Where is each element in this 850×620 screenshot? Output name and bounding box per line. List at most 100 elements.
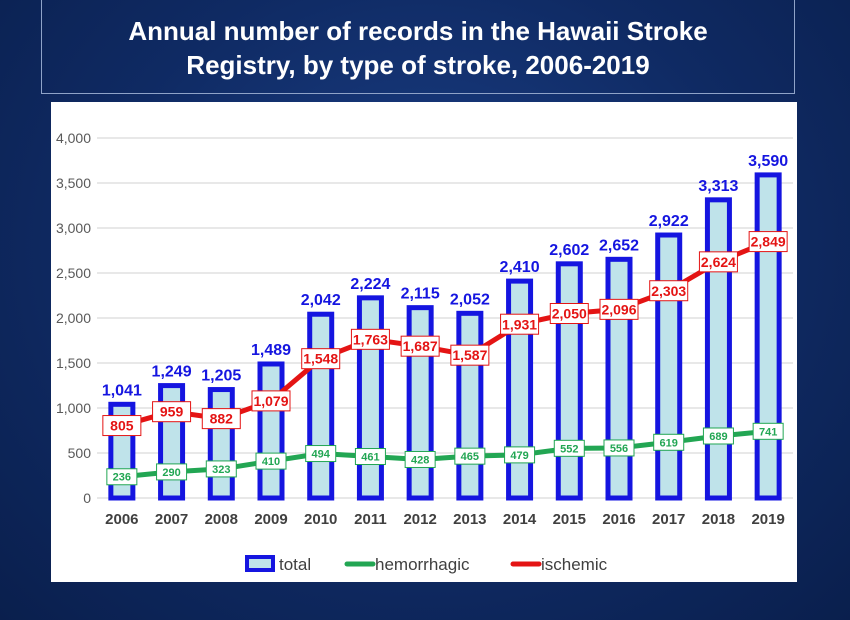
data-label-ischemic-box bbox=[201, 408, 241, 430]
data-label-hemorrhagic-box bbox=[603, 439, 635, 457]
y-tick-label: 2,500 bbox=[56, 265, 91, 281]
x-tick-label: 2019 bbox=[751, 511, 784, 528]
data-label-ischemic-box bbox=[599, 298, 639, 320]
x-tick-label: 2015 bbox=[553, 511, 586, 528]
bar-total bbox=[456, 310, 484, 501]
data-label-total: 1,205 bbox=[201, 368, 241, 385]
bar-total bbox=[506, 278, 534, 501]
data-label-hemorrhagic-box bbox=[553, 439, 585, 457]
data-label-ischemic-box bbox=[698, 251, 738, 273]
data-label-hemorrhagic: 619 bbox=[660, 437, 678, 449]
data-label-hemorrhagic-box bbox=[454, 447, 486, 465]
y-tick-label: 1,500 bbox=[56, 355, 91, 371]
chart-title: Annual number of records in the Hawaii S… bbox=[128, 15, 708, 80]
data-label-ischemic: 1,587 bbox=[452, 347, 487, 363]
data-label-hemorrhagic: 689 bbox=[709, 431, 727, 443]
y-tick-label: 1,000 bbox=[56, 400, 91, 416]
title-frame: Annual number of records in the Hawaii S… bbox=[41, 0, 795, 94]
x-tick-label: 2011 bbox=[354, 511, 387, 528]
bar-total bbox=[307, 311, 335, 501]
data-label-hemorrhagic: 290 bbox=[162, 467, 180, 479]
data-label-hemorrhagic: 552 bbox=[560, 443, 578, 455]
data-label-hemorrhagic-box bbox=[653, 433, 685, 451]
y-tick-label: 4,000 bbox=[56, 130, 91, 146]
data-label-hemorrhagic: 323 bbox=[212, 464, 230, 476]
data-label-hemorrhagic: 461 bbox=[361, 451, 379, 463]
data-label-hemorrhagic-box bbox=[504, 446, 536, 464]
data-label-ischemic-box bbox=[152, 401, 192, 423]
x-tick-label: 2010 bbox=[304, 511, 337, 528]
data-label-hemorrhagic-box bbox=[205, 460, 237, 478]
legend-label-hemorrhagic: hemorrhagic bbox=[375, 555, 470, 574]
data-label-hemorrhagic: 465 bbox=[461, 451, 479, 463]
data-label-ischemic-box bbox=[549, 303, 589, 324]
data-label-total: 2,652 bbox=[599, 237, 639, 254]
data-label-total: 1,489 bbox=[251, 342, 291, 359]
data-label-ischemic-box bbox=[400, 335, 440, 357]
data-label-ischemic-box bbox=[350, 328, 390, 350]
x-tick-label: 2012 bbox=[403, 511, 436, 528]
legend-label-ischemic: ischemic bbox=[541, 555, 608, 574]
bar-total bbox=[754, 172, 782, 501]
legend-label-total: total bbox=[279, 555, 311, 574]
data-label-ischemic: 1,931 bbox=[502, 316, 537, 332]
data-label-hemorrhagic-box bbox=[255, 452, 287, 470]
data-label-ischemic-box bbox=[450, 344, 490, 366]
data-label-hemorrhagic-box bbox=[354, 448, 386, 466]
data-label-ischemic: 959 bbox=[160, 404, 184, 420]
data-label-ischemic: 805 bbox=[110, 418, 134, 434]
x-tick-label: 2017 bbox=[652, 511, 685, 528]
data-label-hemorrhagic: 741 bbox=[759, 426, 777, 438]
y-tick-label: 3,500 bbox=[56, 175, 91, 191]
bar-total bbox=[257, 361, 285, 501]
x-tick-label: 2014 bbox=[503, 511, 537, 528]
data-label-ischemic: 1,687 bbox=[403, 338, 438, 354]
data-label-ischemic-box bbox=[301, 348, 341, 370]
data-label-ischemic: 2,303 bbox=[651, 283, 686, 299]
data-label-ischemic: 2,849 bbox=[751, 234, 786, 250]
bar-total bbox=[356, 295, 384, 501]
data-label-total: 2,410 bbox=[500, 259, 540, 276]
x-tick-label: 2008 bbox=[205, 511, 238, 528]
data-label-hemorrhagic: 236 bbox=[113, 472, 131, 484]
data-label-hemorrhagic-box bbox=[156, 463, 188, 481]
data-label-ischemic-box bbox=[102, 415, 142, 437]
y-tick-label: 2,000 bbox=[56, 310, 91, 326]
data-label-total: 1,249 bbox=[152, 364, 192, 381]
x-tick-label: 2018 bbox=[702, 511, 735, 528]
data-label-total: 2,052 bbox=[450, 291, 490, 308]
x-tick-label: 2006 bbox=[105, 511, 138, 528]
data-label-hemorrhagic: 556 bbox=[610, 443, 628, 455]
data-label-hemorrhagic-box bbox=[305, 445, 337, 463]
x-tick-label: 2016 bbox=[602, 511, 635, 528]
data-label-total: 3,590 bbox=[748, 153, 788, 170]
data-label-ischemic-box bbox=[649, 280, 689, 302]
data-label-hemorrhagic: 494 bbox=[312, 449, 331, 461]
data-label-hemorrhagic-box bbox=[106, 468, 138, 486]
bar-total bbox=[605, 256, 633, 501]
x-tick-label: 2013 bbox=[453, 511, 486, 528]
x-tick-label: 2007 bbox=[155, 511, 188, 528]
data-label-hemorrhagic-box bbox=[702, 427, 734, 445]
data-label-total: 1,041 bbox=[102, 382, 142, 399]
data-label-hemorrhagic-box bbox=[404, 450, 436, 468]
bar-total bbox=[655, 232, 683, 501]
bar-total bbox=[207, 387, 235, 501]
data-label-hemorrhagic: 410 bbox=[262, 456, 280, 468]
y-tick-label: 3,000 bbox=[56, 220, 91, 236]
data-label-hemorrhagic: 428 bbox=[411, 454, 429, 466]
data-label-total: 2,922 bbox=[649, 213, 689, 230]
legend-swatch-total bbox=[245, 555, 275, 572]
data-label-ischemic: 1,079 bbox=[253, 393, 288, 409]
data-label-hemorrhagic: 479 bbox=[510, 450, 528, 462]
data-label-hemorrhagic-box bbox=[752, 422, 784, 440]
data-label-total: 3,313 bbox=[698, 178, 738, 195]
data-label-ischemic: 2,624 bbox=[701, 254, 736, 270]
bar-total bbox=[555, 261, 583, 501]
bar-total bbox=[704, 197, 732, 501]
y-tick-label: 500 bbox=[68, 445, 92, 461]
data-label-total: 2,115 bbox=[401, 286, 440, 303]
y-tick-label: 0 bbox=[83, 490, 91, 506]
data-label-ischemic: 2,050 bbox=[552, 306, 587, 322]
data-label-ischemic: 1,763 bbox=[353, 331, 388, 347]
